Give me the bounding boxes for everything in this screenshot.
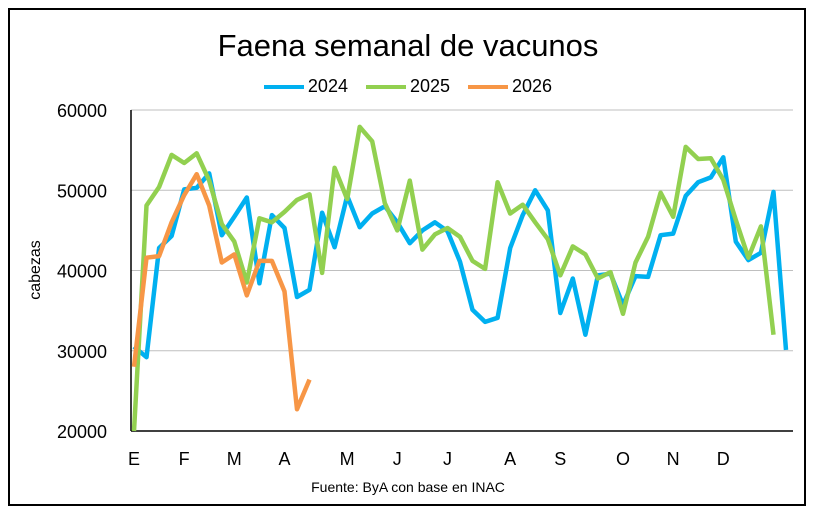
legend-item-2025: 2025 — [365, 76, 451, 97]
x-tick-label: E — [128, 449, 140, 469]
x-tick-label: D — [717, 449, 730, 469]
x-tick-label: J — [393, 449, 402, 469]
x-tick-label: N — [667, 449, 680, 469]
y-tick-label: 50000 — [57, 181, 107, 201]
legend-label-2024: 2024 — [307, 76, 348, 96]
legend-swatch-2026 — [468, 84, 509, 89]
legend-label-2026: 2026 — [512, 76, 553, 96]
legend-label-2025: 2025 — [409, 76, 451, 96]
x-tick-label: F — [179, 449, 190, 469]
series-line-2025 — [131, 124, 776, 432]
legend: 2024 2025 2026 — [0, 76, 816, 97]
y-tick-label: 40000 — [57, 262, 107, 282]
series-line-2026 — [131, 171, 312, 412]
legend-swatch-2024 — [263, 84, 304, 89]
legend-swatch-2025 — [365, 84, 406, 89]
x-tick-label: M — [227, 449, 242, 469]
y-tick-label: 30000 — [57, 342, 107, 362]
legend-item-2024: 2024 — [263, 76, 348, 97]
source-note: Fuente: ByA con base en INAC — [311, 479, 505, 495]
legend-item-2026: 2026 — [468, 76, 552, 97]
chart-frame — [8, 8, 806, 506]
y-tick-label: 60000 — [57, 101, 107, 121]
x-tick-label: A — [278, 449, 290, 469]
x-tick-label: M — [340, 449, 355, 469]
series-line-2024 — [132, 155, 789, 360]
x-tick-label: A — [504, 449, 516, 469]
y-tick-label: 20000 — [57, 422, 107, 442]
chart-title: Faena semanal de vacunos — [217, 28, 599, 63]
x-tick-label: O — [616, 449, 630, 469]
x-tick-label: J — [443, 449, 452, 469]
x-tick-label: S — [554, 449, 566, 469]
